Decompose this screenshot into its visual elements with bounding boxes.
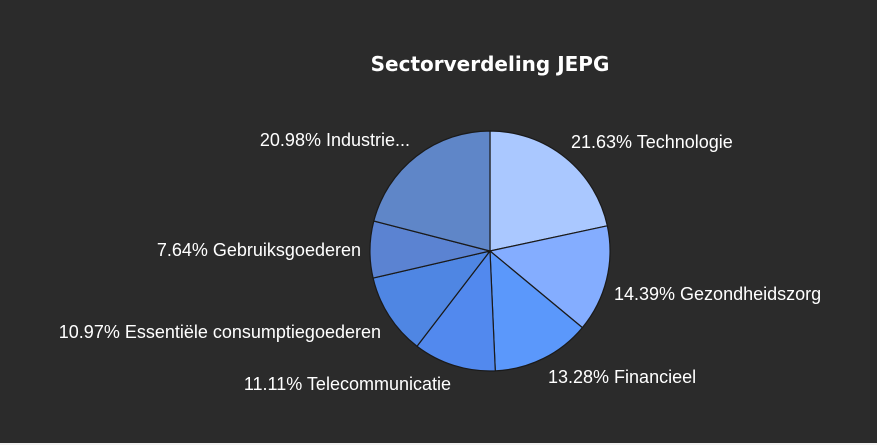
slice-label: 13.28% Financieel: [548, 367, 696, 387]
pie-slice[interactable]: [488, 225, 611, 329]
slice-label: 21.63% Technologie: [571, 132, 733, 152]
pie-slice[interactable]: [373, 130, 491, 252]
chart-title: Sectorverdeling JEPG: [370, 52, 610, 76]
pie-slice[interactable]: [416, 249, 496, 372]
slice-label: 10.97% Essentiële consumptiegoederen: [59, 322, 381, 342]
pie-slice[interactable]: [489, 249, 584, 372]
slice-label: 20.98% Industrie...: [260, 130, 410, 150]
slice-label: 14.39% Gezondheidszorg: [614, 284, 821, 304]
slice-label: 7.64% Gebruiksgoederen: [157, 240, 361, 260]
pie-slice[interactable]: [372, 250, 492, 348]
pie-slice[interactable]: [489, 130, 609, 252]
slice-label: 11.11% Telecommunicatie: [244, 374, 451, 394]
